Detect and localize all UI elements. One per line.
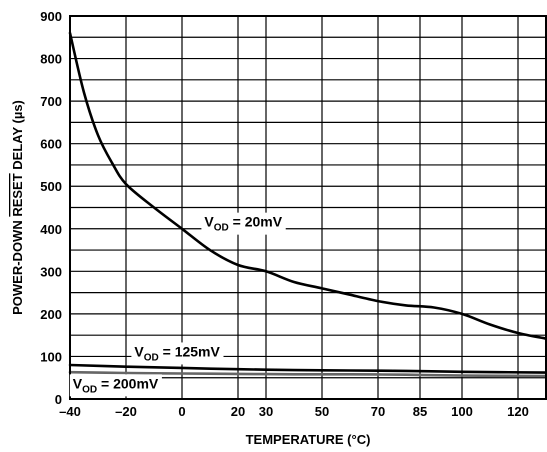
- series-label-subscript: OD: [214, 223, 229, 234]
- series-label-background: [131, 342, 224, 365]
- series-label-background: [69, 374, 162, 397]
- series-label-main: V: [134, 343, 144, 359]
- y-tick-label: 300: [40, 264, 62, 279]
- series-label-subscript: OD: [144, 352, 159, 363]
- series-label-text: VOD = 200mV: [73, 375, 159, 395]
- series-label-text: VOD = 125mV: [134, 343, 220, 363]
- y-tick-label: 100: [40, 349, 62, 364]
- x-tick-label: 70: [371, 404, 385, 419]
- series-label-background: [201, 212, 286, 235]
- series-label-value: = 125mV: [159, 343, 221, 359]
- series-label-value: = 20mV: [229, 214, 283, 230]
- series-label-main: V: [73, 375, 83, 391]
- series-label-value: = 200mV: [97, 375, 159, 391]
- series-label-text: VOD = 20mV: [204, 214, 282, 234]
- y-tick-label: 200: [40, 307, 62, 322]
- series-label-subscript: OD: [82, 384, 97, 395]
- plot-frame: [69, 15, 547, 400]
- x-tick-label: 100: [451, 404, 473, 419]
- x-axis-label: TEMPERATURE (°C): [246, 432, 371, 447]
- label-vod-20mv: VOD = 20mV: [201, 212, 286, 235]
- y-tick-label: 0: [55, 392, 62, 407]
- x-tick-label: –40: [59, 404, 81, 419]
- x-tick-label: 50: [315, 404, 329, 419]
- y-tick-label: 800: [40, 52, 62, 67]
- series-label-main: V: [204, 214, 214, 230]
- x-tick-label: 85: [413, 404, 427, 419]
- x-tick-label: 30: [259, 404, 273, 419]
- y-tick-label: 700: [40, 94, 62, 109]
- y-axis-label-prefix: POWER-DOWN: [10, 217, 25, 315]
- series-line-vod-200mv: [68, 370, 547, 378]
- series-line-vod-20mv: [68, 31, 547, 340]
- tick-labels: –40 –20 0 20 30 50 70 85 100 120 0 100 200 300 400 500 6…: [40, 9, 529, 419]
- grid: [69, 15, 546, 400]
- y-axis-label-suffix: DELAY (µs): [10, 100, 25, 173]
- series-line-vod-125mv: [68, 363, 547, 374]
- x-tick-label: –20: [115, 404, 137, 419]
- y-tick-label: 400: [40, 222, 62, 237]
- y-tick-label: 600: [40, 137, 62, 152]
- y-tick-label: 500: [40, 179, 62, 194]
- y-tick-label: 900: [40, 9, 62, 24]
- series-group: [68, 31, 547, 378]
- y-axis-label-overline: RESET: [10, 173, 25, 216]
- x-tick-label: 0: [178, 404, 185, 419]
- y-axis-label: POWER-DOWN RESET DELAY (µs): [10, 100, 25, 315]
- label-vod-200mv: VOD = 200mV: [69, 374, 162, 397]
- x-tick-label: 120: [507, 404, 529, 419]
- label-vod-125mv: VOD = 125mV: [131, 342, 224, 365]
- x-tick-label: 20: [231, 404, 245, 419]
